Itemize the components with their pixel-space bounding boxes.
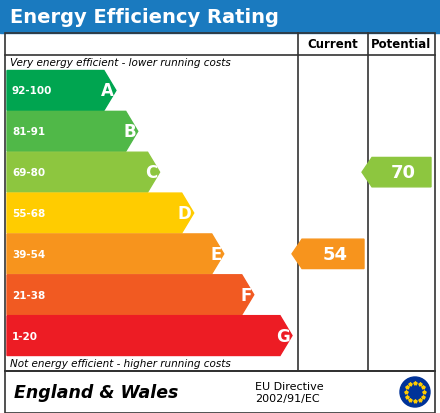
Text: A: A <box>101 82 114 100</box>
Text: G: G <box>276 327 290 345</box>
Polygon shape <box>7 112 138 152</box>
Text: F: F <box>240 286 252 304</box>
Text: C: C <box>145 164 158 182</box>
Text: 39-54: 39-54 <box>12 249 45 259</box>
Text: England & Wales: England & Wales <box>14 383 178 401</box>
Text: 81-91: 81-91 <box>12 127 45 137</box>
Text: D: D <box>178 204 192 223</box>
Text: 92-100: 92-100 <box>12 86 52 96</box>
Polygon shape <box>7 316 292 356</box>
Polygon shape <box>292 240 364 269</box>
Text: 21-38: 21-38 <box>12 290 45 300</box>
Polygon shape <box>7 71 116 111</box>
Text: 70: 70 <box>391 164 416 182</box>
Text: EU Directive: EU Directive <box>255 381 324 391</box>
Polygon shape <box>7 194 194 233</box>
Text: Very energy efficient - lower running costs: Very energy efficient - lower running co… <box>10 58 231 68</box>
Text: 55-68: 55-68 <box>12 209 45 218</box>
Bar <box>5 34 435 371</box>
Bar <box>0 0 440 34</box>
Circle shape <box>400 377 430 407</box>
Polygon shape <box>362 158 431 188</box>
Text: 54: 54 <box>323 245 348 263</box>
Text: E: E <box>210 245 222 263</box>
Polygon shape <box>7 275 254 315</box>
Text: Current: Current <box>308 38 358 51</box>
Text: Not energy efficient - higher running costs: Not energy efficient - higher running co… <box>10 358 231 369</box>
Text: 1-20: 1-20 <box>12 331 38 341</box>
Text: Potential: Potential <box>371 38 432 51</box>
Text: Energy Efficiency Rating: Energy Efficiency Rating <box>10 7 279 26</box>
Bar <box>5 371 435 413</box>
Text: 69-80: 69-80 <box>12 168 45 178</box>
Text: 2002/91/EC: 2002/91/EC <box>255 393 319 403</box>
Text: B: B <box>123 123 136 141</box>
Polygon shape <box>7 234 224 274</box>
Polygon shape <box>7 153 160 192</box>
